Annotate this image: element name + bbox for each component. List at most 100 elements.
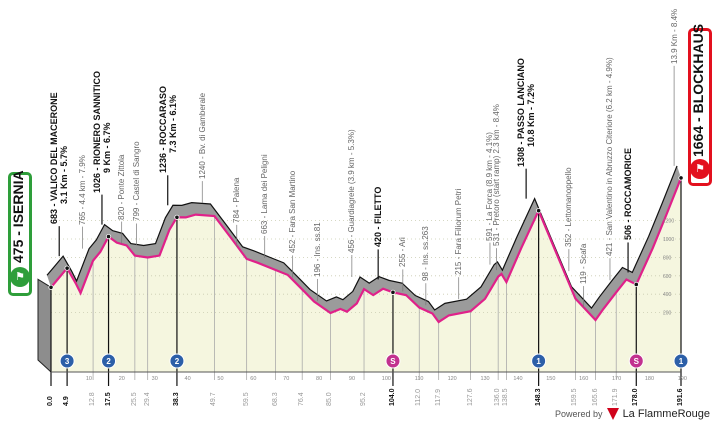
marker-label: 1	[679, 357, 684, 366]
km-label: 4.9	[63, 396, 71, 406]
km-label: 171.9	[612, 388, 620, 406]
km-label: 68.3	[271, 392, 279, 406]
cyclist-icon: ⚑	[10, 267, 30, 287]
waypoint-name: 13.9 Km - 8.4%	[669, 8, 679, 64]
km-label: 127.6	[466, 388, 474, 406]
y-tick-label: 200	[663, 311, 672, 317]
sprint-marker-icon	[385, 353, 401, 369]
km-label: 117.9	[434, 389, 442, 406]
x-tick-label: 140	[513, 376, 522, 382]
summit-dot	[633, 281, 639, 288]
x-tick-label: 110	[415, 376, 424, 382]
x-tick-label: 70	[283, 376, 289, 382]
km-label: 49.7	[210, 392, 218, 406]
waypoint-name: 456 - Guardiagrele (3.9 km - 5.3%)	[347, 129, 357, 254]
waypoint-label: 255 - Ari	[398, 238, 407, 268]
waypoint-label: 420 - FILETTO	[373, 187, 383, 247]
marker-label: 2	[106, 357, 111, 366]
summit-dot	[390, 289, 396, 295]
km-label: 178.0	[632, 388, 640, 406]
km-label: 138.5	[502, 388, 510, 406]
km-label: 25.5	[130, 392, 138, 406]
km-label: 148.3	[534, 388, 542, 406]
brand-name[interactable]: La FlammeRouge	[622, 408, 710, 420]
marker-label: 3	[65, 357, 70, 366]
waypoint-label: 1240 - Bv. di Gamberale	[198, 93, 207, 179]
waypoint-name: 98 - Ins. ss.263	[421, 226, 431, 282]
waypoint-label: 531 - Pretoro (start ramp) 2.3 km - 8.4%	[492, 104, 501, 246]
waypoint-name: 119 - Scafa	[579, 243, 589, 285]
waypoint-label: 820 - Ponte Zittola	[117, 154, 126, 219]
waypoint-name: 452 - Fara San Martino	[288, 171, 298, 254]
waypoint-name: 820 - Ponte Zittola	[117, 154, 127, 220]
marker-label: S	[634, 357, 640, 366]
waypoint-name: 784 - Palena	[232, 177, 242, 223]
x-tick-label: 80	[316, 376, 322, 382]
mountain-category-icon	[531, 353, 547, 369]
marker-label: 1	[536, 357, 541, 366]
km-label: 165.6	[591, 388, 599, 406]
x-tick-label: 90	[349, 376, 355, 382]
x-tick-label: 120	[448, 376, 457, 382]
start-label: 475 - ISERNIA	[10, 170, 26, 263]
waypoint-name: 196 - Ins. ss.81	[312, 222, 322, 277]
waypoint-name: 506 - ROCCAMORICE	[623, 148, 634, 241]
km-label: 38.3	[172, 392, 180, 406]
climb-stats: 10.8 Km - 7.2%	[526, 83, 537, 147]
footer: Powered by La FlammeRouge	[555, 408, 710, 420]
y-tick-label: 400	[663, 292, 672, 298]
waypoint-label: 663 - Lama dei Peligni	[260, 154, 269, 234]
summit-dot	[48, 284, 54, 290]
waypoint-label: 421 - San Valentino in Abruzzo Citeriore…	[605, 58, 614, 257]
summit-dot	[536, 208, 542, 214]
road-line	[50, 177, 683, 324]
mountain-category-icon	[673, 353, 689, 369]
climb-stats: 9 Km - 6.7%	[101, 122, 112, 173]
finish-badge: 1664 - BLOCKHAUS ⚑	[688, 24, 712, 186]
waypoint-name: 1240 - Bv. di Gamberale	[197, 92, 207, 180]
powered-by-text: Powered by	[555, 409, 603, 419]
waypoint-label: 352 - Lettomanoppello	[564, 168, 573, 248]
x-tick-label: 160	[579, 376, 588, 382]
marker-label: 2	[175, 357, 180, 366]
profile-relief-band	[47, 165, 681, 322]
mountain-category-icon	[169, 353, 185, 369]
waypoint-name: 421 - San Valentino in Abruzzo Citeriore…	[605, 57, 615, 257]
x-tick-label: 150	[546, 376, 555, 382]
km-label: 76.4	[298, 392, 306, 406]
x-tick-label: 100	[382, 376, 391, 382]
summit-dot	[678, 175, 684, 181]
y-tick-label: 800	[663, 255, 672, 261]
x-tick-label: 190	[678, 376, 687, 382]
km-label: 12.8	[89, 392, 97, 406]
waypoint-label: 784 - Palena	[232, 177, 241, 222]
waypoint-name: 683 - VALICO DEL MACERONE	[49, 92, 60, 225]
x-tick-label: 170	[612, 376, 621, 382]
x-tick-label: 40	[185, 376, 191, 382]
climb-stats: 7.3 Km - 6.1%	[167, 95, 178, 154]
x-tick-label: 50	[217, 376, 223, 382]
km-label: 191.6	[677, 388, 684, 406]
waypoint-label: 98 - Ins. ss.263	[421, 226, 430, 281]
waypoint-label: 215 - Fara Filiorum Petri	[454, 189, 463, 275]
profile-fill	[51, 177, 681, 372]
x-tick-label: 10	[86, 376, 92, 382]
km-label: 112.0	[415, 389, 423, 406]
waypoint-label: 456 - Guardiagrele (3.9 km - 5.3%)	[347, 129, 356, 253]
waypoint-label: 1308 - PASSO LANCIANO 10.8 Km - 7.2%	[516, 58, 536, 167]
waypoint-label: 683 - VALICO DEL MACERONE 3.1 Km - 5.7%	[49, 92, 69, 224]
waypoint-name: 1026 - RIONERO SANNITICO	[91, 70, 102, 193]
mountain-category-icon	[59, 353, 75, 369]
waypoint-label: 452 - Fara San Martino	[288, 171, 297, 253]
summit-dot	[64, 265, 70, 271]
x-tick-label: 180	[645, 376, 654, 382]
km-label: 95.2	[360, 392, 368, 406]
waypoint-label: 799 - Castel di Sangro	[132, 142, 141, 222]
y-tick-label: 600	[663, 274, 672, 280]
waypoint-name: 420 - FILETTO	[373, 187, 384, 248]
waypoint-name: 799 - Castel di Sangro	[131, 141, 141, 222]
x-tick-label: 60	[250, 376, 256, 382]
waypoint-label: 1026 - RIONERO SANNITICO 9 Km - 6.7%	[92, 71, 112, 193]
x-tick-label: 30	[152, 376, 158, 382]
